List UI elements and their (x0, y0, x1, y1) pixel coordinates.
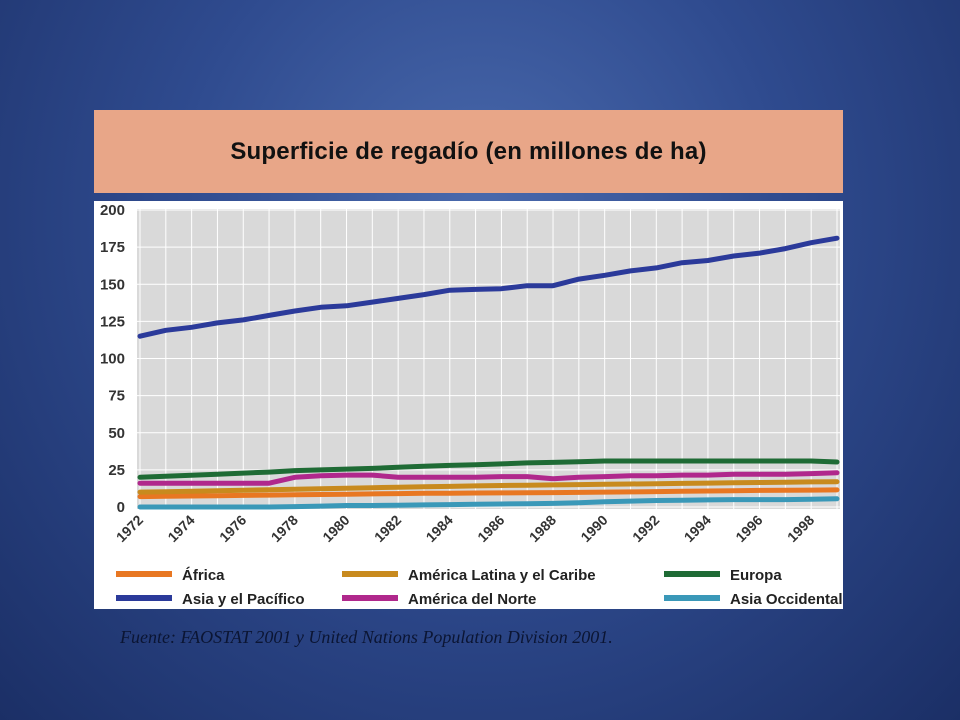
x-tick-label: 1998 (784, 512, 817, 545)
x-tick-label: 1988 (526, 512, 559, 545)
legend-label: Asia Occidental (730, 591, 843, 608)
x-tick-label: 1992 (629, 512, 662, 545)
y-tick-label: 150 (100, 276, 125, 293)
x-tick-label: 1982 (371, 512, 404, 545)
series-line (137, 235, 840, 339)
chart-title: Superficie de regadío (en millones de ha… (230, 137, 707, 165)
x-tick-label: 1986 (474, 512, 507, 545)
chart-panel: 0 25 50 75 100 125 150 175 200 1972 1974 1976 1978 19… (94, 201, 843, 609)
x-tick-label: 1978 (268, 512, 301, 545)
series-line (137, 470, 840, 486)
source-note: Fuente: FAOSTAT 2001 y United Nations Po… (120, 627, 613, 647)
series-line (137, 496, 840, 510)
y-tick-label: 75 (108, 388, 125, 405)
y-tick-label: 125 (100, 313, 125, 330)
line-chart: 0 25 50 75 100 125 150 175 200 1972 1974 1976 1978 19… (100, 202, 843, 608)
chart-title-banner: Superficie de regadío (en millones de ha… (94, 110, 843, 193)
y-tick-label: 200 (100, 202, 125, 219)
legend-label: América del Norte (408, 591, 536, 608)
x-tick-label: 1980 (319, 512, 352, 545)
x-tick-label: 1974 (164, 512, 197, 545)
series-line (137, 458, 840, 480)
x-tick-label: 1972 (113, 512, 146, 545)
series-line (137, 487, 840, 500)
legend-label: Asia y el Pacífico (182, 591, 305, 608)
legend-label: África (182, 567, 225, 584)
y-tick-label: 175 (100, 239, 125, 256)
legend-label: Europa (730, 567, 782, 584)
y-tick-label: 0 (117, 499, 125, 516)
x-tick-label: 1976 (216, 512, 249, 545)
y-tick-label: 25 (108, 462, 125, 479)
x-tick-label: 1994 (681, 512, 714, 545)
x-tick-label: 1990 (577, 512, 610, 545)
x-tick-label: 1996 (732, 512, 765, 545)
x-tick-label: 1984 (423, 512, 456, 545)
y-tick-label: 50 (108, 425, 125, 442)
legend-label: América Latina y el Caribe (408, 567, 596, 584)
series-line (137, 479, 840, 495)
y-tick-label: 100 (100, 351, 125, 368)
